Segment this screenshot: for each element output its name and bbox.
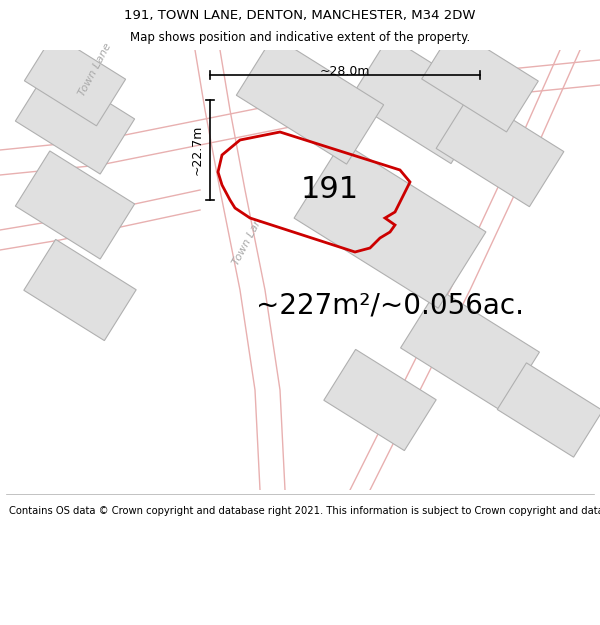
- Polygon shape: [294, 142, 486, 308]
- Text: 191, TOWN LANE, DENTON, MANCHESTER, M34 2DW: 191, TOWN LANE, DENTON, MANCHESTER, M34 …: [124, 9, 476, 22]
- Polygon shape: [350, 50, 580, 490]
- Polygon shape: [324, 349, 436, 451]
- Polygon shape: [422, 28, 538, 132]
- Polygon shape: [236, 36, 383, 164]
- Text: Contains OS data © Crown copyright and database right 2021. This information is : Contains OS data © Crown copyright and d…: [9, 506, 600, 516]
- Polygon shape: [16, 151, 134, 259]
- Polygon shape: [195, 50, 285, 490]
- Polygon shape: [401, 289, 539, 411]
- Text: ~227m²/~0.056ac.: ~227m²/~0.056ac.: [256, 291, 524, 319]
- Text: Map shows position and indicative extent of the property.: Map shows position and indicative extent…: [130, 31, 470, 44]
- Polygon shape: [349, 36, 491, 164]
- Text: ~28.0m: ~28.0m: [320, 65, 370, 78]
- Polygon shape: [24, 239, 136, 341]
- Polygon shape: [436, 93, 564, 207]
- Polygon shape: [497, 363, 600, 457]
- Text: ~22.7m: ~22.7m: [191, 125, 204, 175]
- Polygon shape: [0, 60, 600, 175]
- Text: 191: 191: [301, 176, 359, 204]
- Polygon shape: [16, 66, 134, 174]
- Text: Town Lane: Town Lane: [77, 42, 113, 98]
- Polygon shape: [25, 34, 125, 126]
- Text: Town Lan: Town Lan: [232, 217, 265, 268]
